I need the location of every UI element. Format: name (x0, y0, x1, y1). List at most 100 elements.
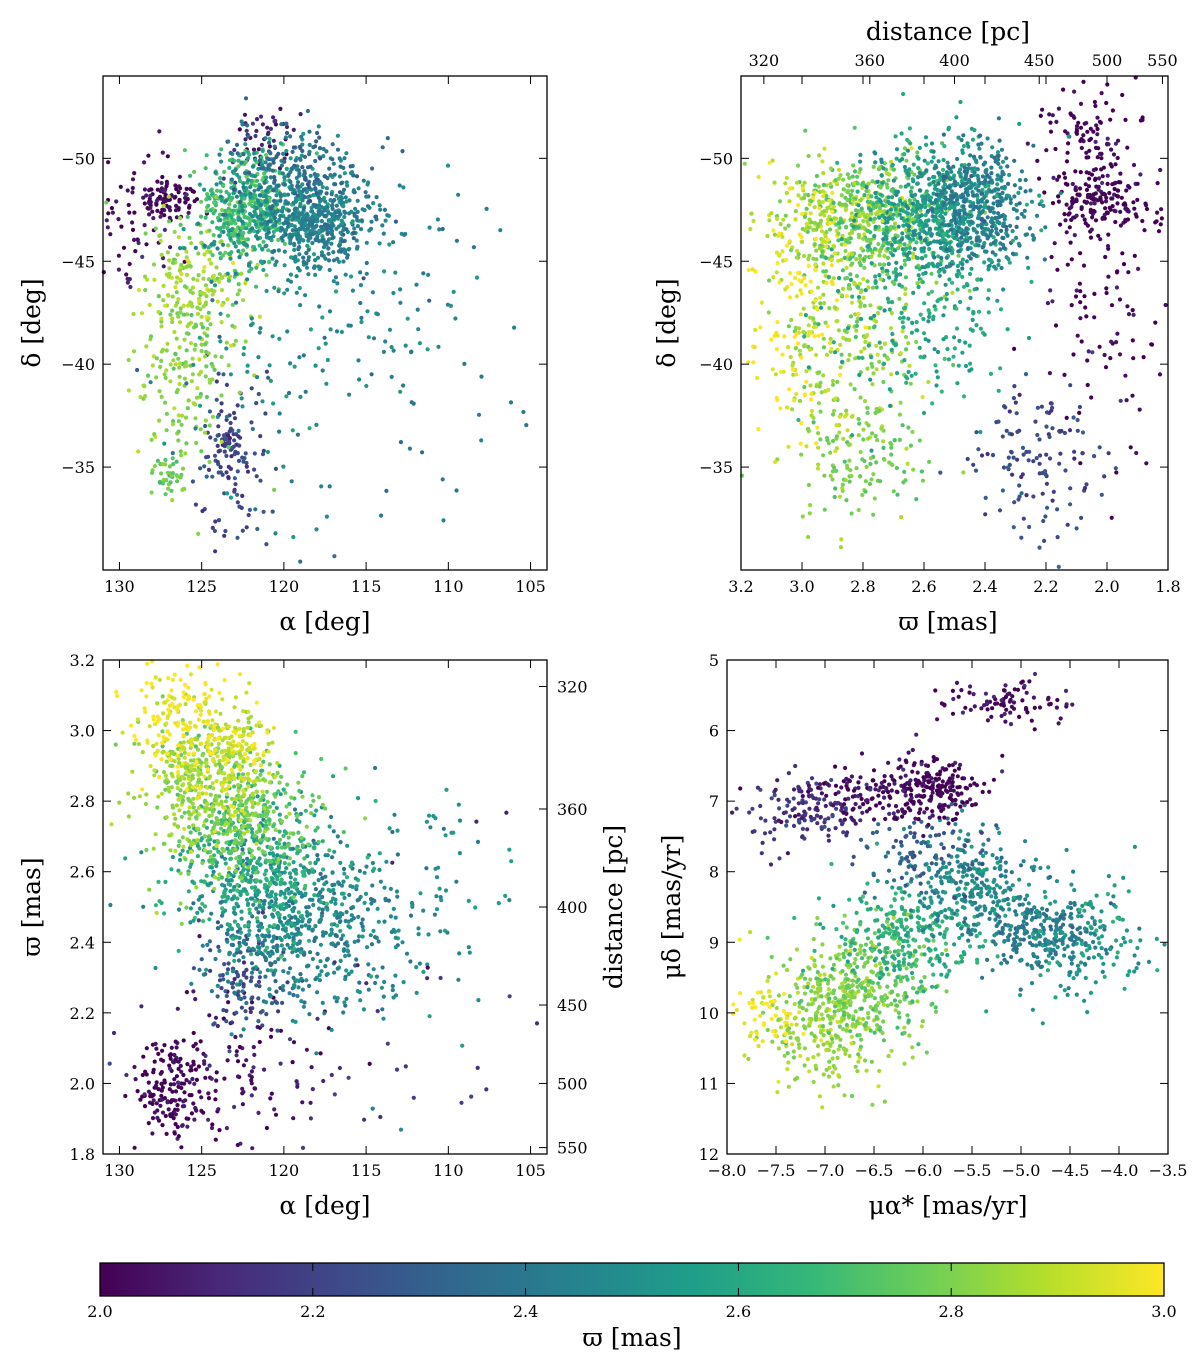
panel-ra-dec-point (274, 154, 279, 159)
panel-ra-dec-point (183, 360, 188, 365)
panel-parallax-dec-point (1015, 216, 1020, 221)
panel-parallax-dec-point (1008, 200, 1013, 205)
panel-parallax-dec-point (966, 306, 971, 311)
panel-parallax-dec-point (836, 258, 841, 263)
panel-ra-dec-point (263, 226, 268, 231)
panel-ra-dec-point (331, 250, 336, 255)
panel-parallax-dec-point (927, 314, 932, 319)
panel-parallax-dec-point (803, 128, 808, 133)
panel-parallax-dec-point (1080, 430, 1086, 435)
panel-parallax-dec-point (814, 352, 819, 358)
panel-parallax-dec-point (1114, 270, 1120, 275)
panel-parallax-dec-point (910, 320, 915, 325)
panel-ra-dec-point (203, 423, 208, 429)
panel-ra-dec-point (182, 312, 187, 317)
panel-parallax-dec-point (902, 262, 908, 267)
panel-parallax-dec-point (904, 210, 909, 215)
panel-parallax-dec-point (848, 272, 853, 277)
panel-parallax-dec-point (844, 412, 849, 417)
panel-ra-dec-point (427, 298, 432, 303)
panel-ra-dec-point (355, 198, 360, 203)
panel-ra-dec-point (174, 280, 179, 285)
panel-ra-dec-point (245, 149, 250, 154)
panel-ra-dec-point (188, 300, 193, 305)
panel-ra-dec-point (258, 206, 263, 212)
panel-parallax-dec-point (1111, 152, 1117, 157)
panel-ra-dec-point (261, 239, 266, 244)
panel-ra-dec-point (190, 356, 195, 361)
panel-ra-dec-point (215, 414, 220, 419)
panel-parallax-dec-point (986, 267, 991, 272)
panel-ra-dec-point (224, 189, 229, 194)
panel-ra-dec-point (266, 186, 271, 191)
panel-parallax-dec-point (914, 214, 919, 219)
panel-ra-dec-point (143, 288, 148, 293)
panel-parallax-dec-point (856, 311, 861, 316)
panel-parallax-dec-point (935, 231, 940, 236)
panel-parallax-dec-point (830, 378, 836, 384)
panel-ra-dec-point (326, 251, 331, 256)
panel-ra-dec-point (261, 509, 266, 514)
panel-ra-dec-point (155, 208, 160, 213)
panel-ra-dec-point (177, 365, 182, 370)
panel-ra-dec-point (276, 289, 281, 294)
panel-parallax-dec-point (1066, 134, 1071, 139)
panel-parallax-dec-point (1056, 174, 1062, 179)
panel-parallax-dec-point (888, 211, 893, 216)
panel-parallax-dec-point (827, 306, 832, 311)
panel-parallax-dec-point (881, 231, 887, 236)
panel-parallax-dec-point (834, 298, 840, 303)
panel-ra-dec-point (226, 278, 231, 283)
panel-parallax-dec-point (842, 255, 847, 260)
panel-parallax-dec-point (1012, 500, 1017, 505)
panel-parallax-dec-point (860, 492, 865, 498)
panel-parallax-dec-point (971, 226, 976, 231)
panel-parallax-dec-point (1131, 356, 1136, 361)
panel-parallax-dec-point (809, 289, 814, 294)
panel-parallax-dec-point (936, 181, 941, 186)
panel-parallax-dec-point (860, 355, 865, 360)
panel-ra-dec-point (178, 222, 183, 227)
panel-ra-dec-point (323, 256, 328, 261)
panel-parallax-dec-point (1005, 164, 1010, 169)
panel-ra-dec-point (471, 245, 476, 250)
panel-parallax-dec-point (900, 320, 905, 325)
panel-parallax-dec-point (777, 199, 783, 204)
panel-ra-dec-point (174, 215, 179, 220)
panel-ra-dec-point (333, 289, 339, 294)
panel-ra-dec-point (235, 469, 240, 474)
panel-parallax-dec-point (811, 325, 817, 330)
panel-parallax-dec-point (1035, 432, 1040, 438)
panel-ra-dec-point (288, 272, 293, 277)
panel-parallax-dec-point (781, 369, 786, 374)
panel-parallax-dec-point (1021, 516, 1026, 521)
panel-parallax-dec-point (960, 178, 966, 183)
panel-ra-dec-point (262, 180, 267, 185)
panel-ra-dec-point (105, 225, 110, 230)
panel-parallax-dec-point (777, 252, 782, 257)
x-tick-label: 1.8 (1155, 577, 1180, 596)
panel-parallax-dec-point (964, 259, 970, 264)
panel-ra-dec-point (191, 189, 196, 194)
panel-parallax-dec-point (795, 341, 801, 346)
panel-ra-dec-point (357, 377, 362, 382)
panel-ra-dec-point (258, 259, 263, 264)
panel-ra-dec-point (351, 236, 356, 241)
panel-parallax-dec-point (826, 205, 831, 210)
panel-parallax-dec-point (1037, 202, 1042, 207)
panel-ra-dec-point (174, 186, 179, 192)
panel-ra-dec-point (110, 210, 115, 215)
panel-parallax-dec-point (793, 346, 798, 351)
panel-parallax-dec-point (890, 331, 895, 337)
panel-parallax-dec-point (930, 214, 935, 219)
panel-parallax-dec-point (925, 161, 930, 166)
panel-parallax-dec-point (1005, 233, 1010, 238)
panel-parallax-dec-point (1104, 100, 1109, 106)
panel-parallax-dec-point (811, 256, 816, 261)
y-tick-label: −50 (699, 149, 733, 168)
panel-ra-dec-point (435, 217, 440, 222)
panel-parallax-dec-point (987, 175, 992, 180)
panel-parallax-dec-point (1102, 474, 1107, 479)
panel-ra-dec-point (253, 183, 258, 188)
panel-ra-dec-point (248, 323, 254, 328)
